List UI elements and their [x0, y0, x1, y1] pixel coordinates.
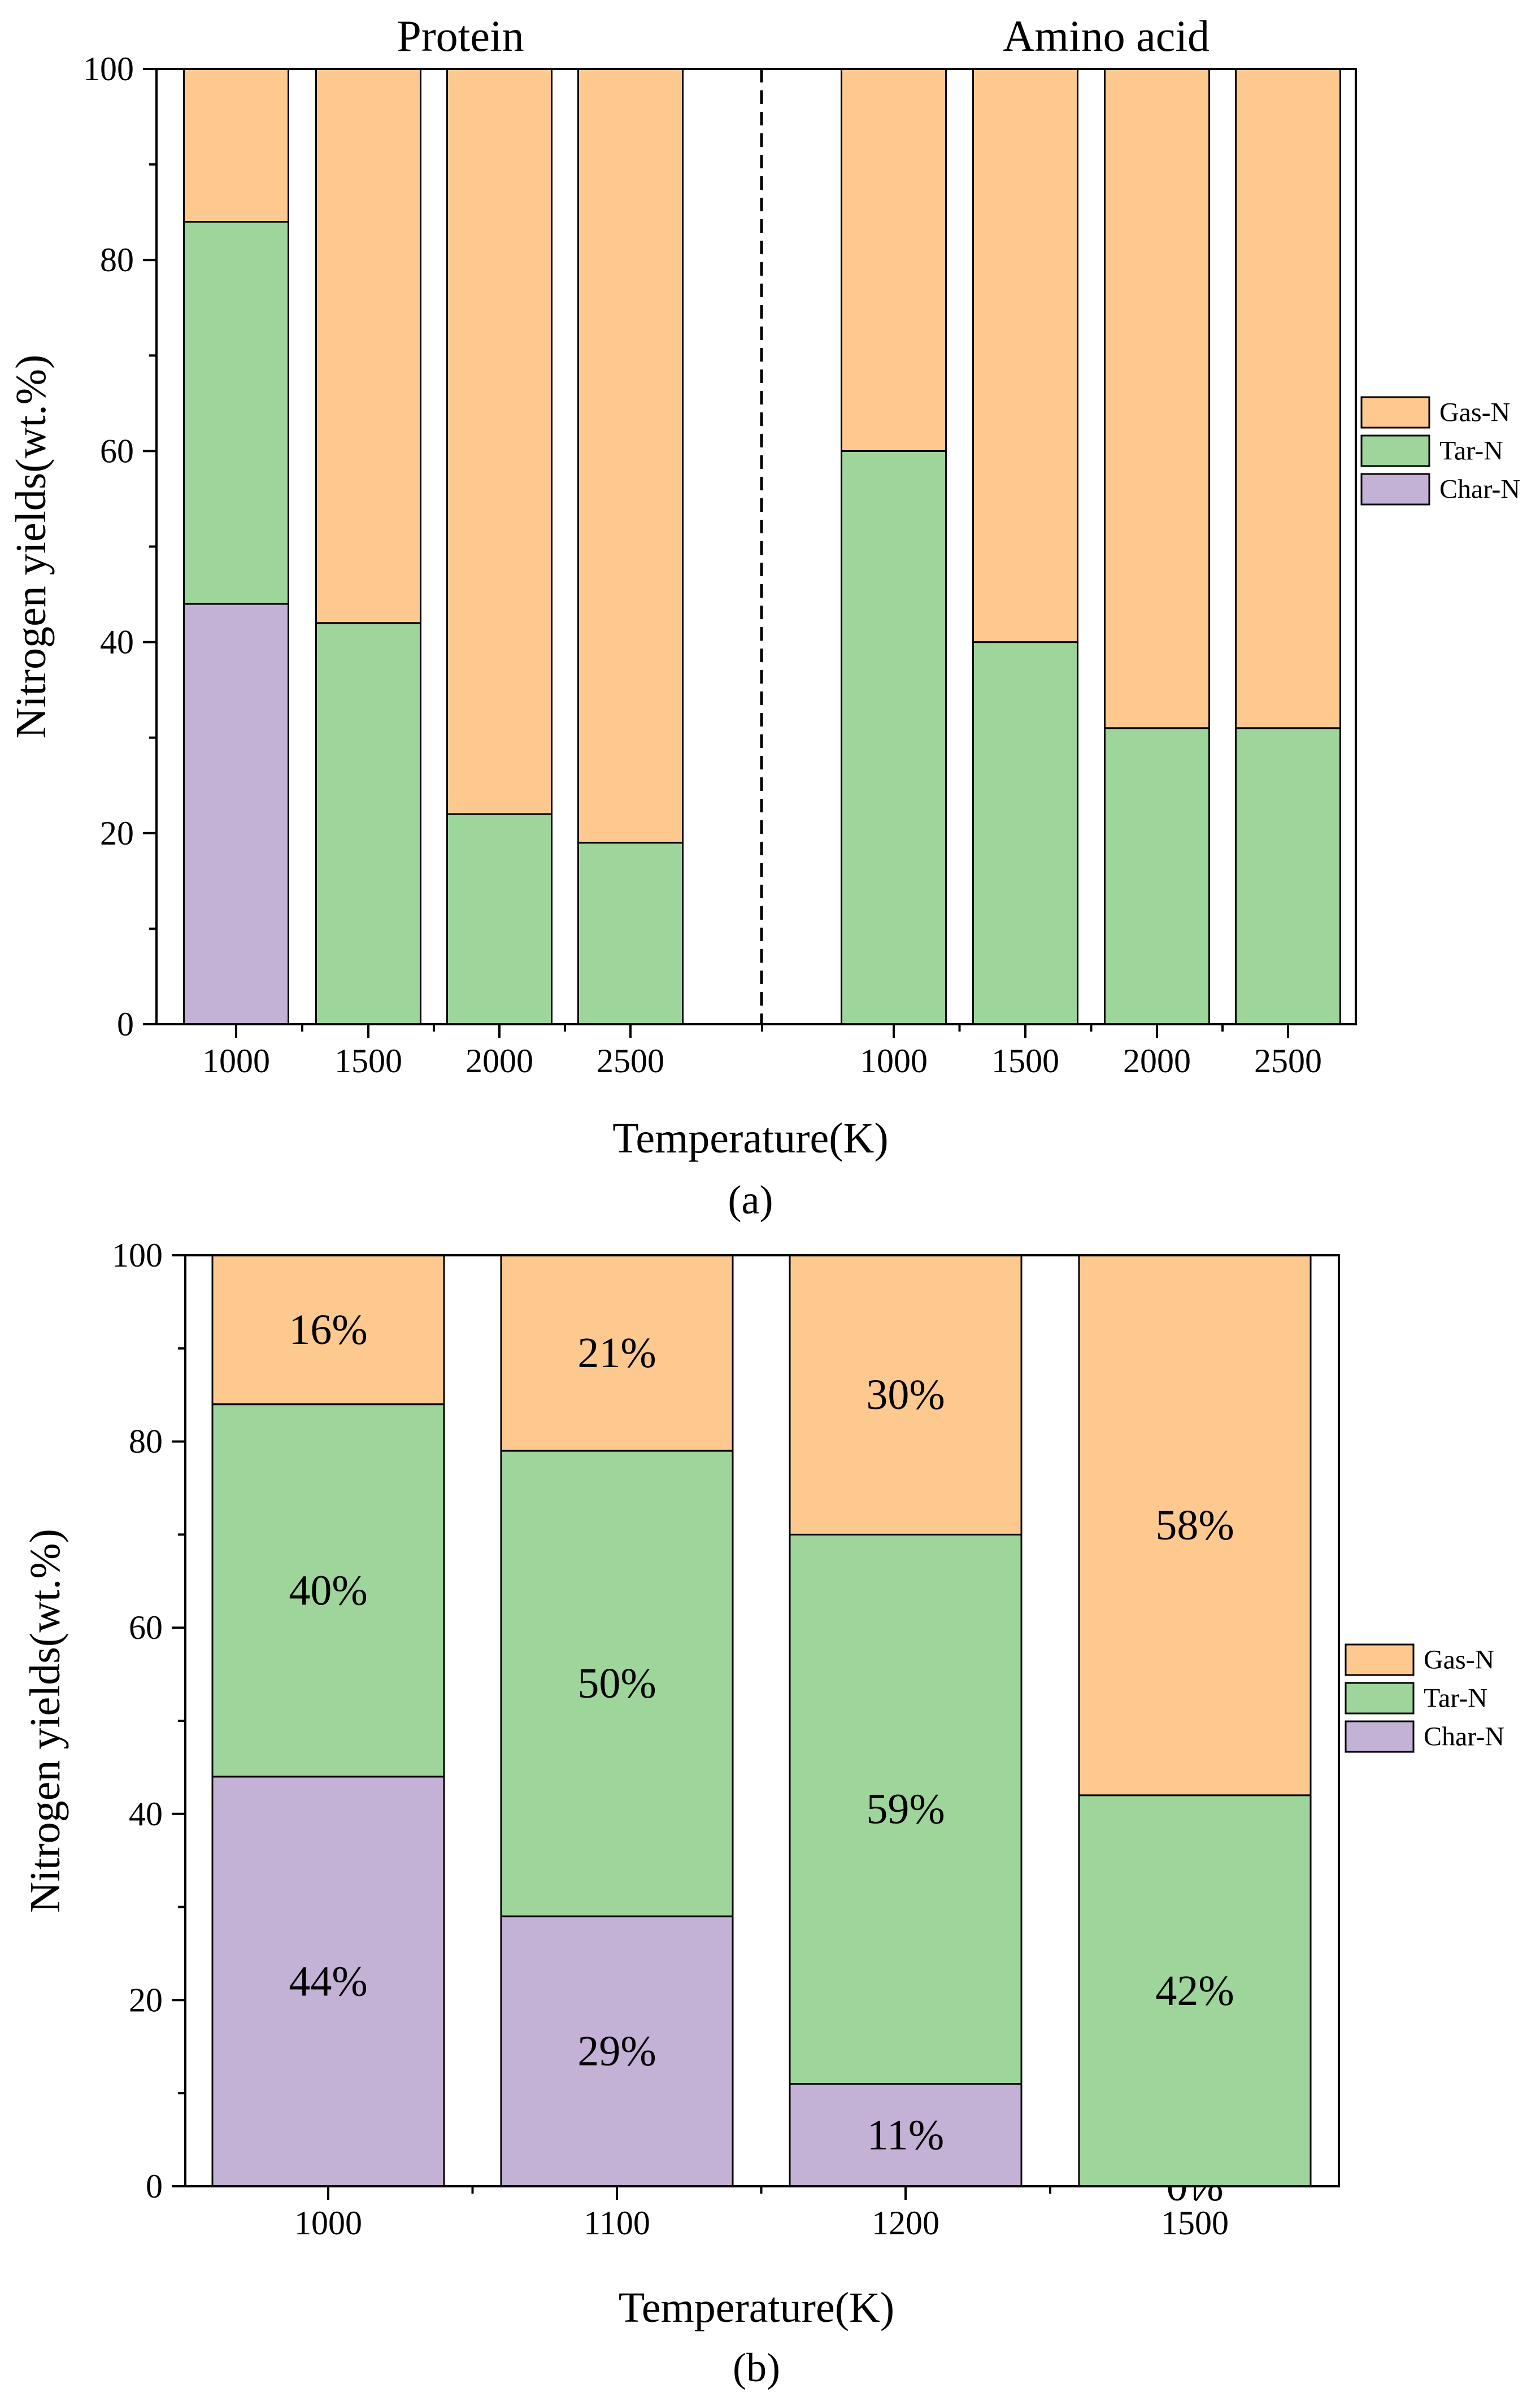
p2-data-label-tar-n-1: 40% [289, 1567, 367, 1614]
p2-panel-label: (b) [733, 2345, 780, 2390]
p2-y-tick-label-100: 100 [112, 1237, 163, 1274]
p1-y-tick-label-0: 0 [117, 1006, 134, 1043]
p1-panel-label: (a) [728, 1177, 773, 1223]
p1-bar-gas-n-7 [1104, 68, 1210, 729]
p2-bar-gas-n-1 [211, 1254, 445, 1406]
p2-data-label-tar-n-3: 59% [866, 1786, 945, 1833]
p1-legend-swatch-gas-n [1360, 396, 1430, 429]
p1-y-axis-label: Nitrogen yields(wt.%) [7, 355, 55, 739]
p1-bar-tar-n-2 [315, 622, 421, 1025]
p2-x-tick-label-4: 1500 [1161, 2204, 1229, 2242]
p2-x-tick-label-2: 1100 [584, 2204, 650, 2242]
p2-x-axis-label: Temperature(K) [619, 2284, 894, 2331]
p2-legend-swatch-tar-n [1345, 1682, 1415, 1715]
p1-bar-char-n-1 [183, 603, 289, 1025]
p1-x-axis-label: Temperature(K) [612, 1115, 888, 1162]
p2-legend-label-gas-n: Gas-N [1424, 1645, 1494, 1675]
p2-legend-label-char-n: Char-N [1424, 1722, 1504, 1752]
p1-bar-gas-n-8 [1235, 68, 1341, 729]
p2-data-label-char-n-2: 29% [577, 2028, 656, 2075]
p2-bar-gas-n-4 [1078, 1254, 1312, 1796]
p1-bar-gas-n-3 [446, 68, 553, 815]
p1-bar-gas-n-6 [972, 68, 1078, 643]
p2-y-tick-label-40: 40 [129, 1795, 163, 1833]
p1-bar-tar-n-7 [1104, 727, 1210, 1025]
p2-legend-swatch-char-n [1345, 1720, 1415, 1753]
p1-x-tick-label-8: 2500 [1254, 1042, 1322, 1080]
p1-bar-tar-n-6 [972, 641, 1078, 1025]
p1-bar-gas-n-4 [577, 68, 684, 844]
p1-x-tick-label-3: 2000 [466, 1042, 533, 1080]
p1-bar-tar-n-4 [577, 842, 684, 1025]
p1-x-tick-label-5: 1000 [860, 1042, 928, 1080]
p1-legend-label-char-n: Char-N [1439, 475, 1520, 504]
p2-y-tick-label-0: 0 [146, 2168, 163, 2205]
p2-bar-char-n-2 [500, 1915, 734, 2187]
p1-legend-swatch-char-n [1360, 473, 1430, 506]
p2-bar-tar-n-1 [211, 1403, 445, 1778]
p2-data-label-gas-n-2: 21% [577, 1329, 656, 1377]
p1-group-label-2: Amino acid [1003, 11, 1210, 60]
p2-x-tick-label-1: 1000 [294, 2204, 362, 2242]
p2-data-label-tar-n-2: 50% [577, 1660, 656, 1707]
p2-bar-char-n-1 [211, 1776, 445, 2187]
p1-y-tick-label-100: 100 [83, 50, 134, 88]
p1-legend-label-gas-n: Gas-N [1439, 398, 1510, 428]
p2-data-label-char-n-3: 11% [867, 2111, 945, 2159]
p2-y-tick-label-60: 60 [129, 1609, 163, 1646]
p1-bar-tar-n-8 [1235, 727, 1341, 1025]
p1-bar-tar-n-3 [446, 813, 553, 1025]
p1-legend-label-tar-n: Tar-N [1439, 436, 1503, 466]
p1-legend-swatch-tar-n [1360, 434, 1430, 467]
p1-y-tick-label-60: 60 [100, 432, 134, 469]
p2-y-tick-label-20: 20 [129, 1981, 163, 2018]
p2-data-label-tar-n-4: 42% [1155, 1967, 1234, 2015]
p1-bar-gas-n-1 [183, 68, 289, 223]
p1-y-tick-label-40: 40 [100, 624, 134, 661]
p2-bar-tar-n-3 [789, 1533, 1023, 2085]
p1-bar-gas-n-2 [315, 68, 421, 624]
p2-y-axis-label: Nitrogen yields(wt.%) [21, 1529, 69, 1913]
p1-x-tick-label-6: 1500 [991, 1042, 1059, 1080]
p1-y-tick-label-80: 80 [100, 241, 134, 279]
p1-bar-tar-n-1 [183, 221, 289, 605]
p2-legend-label-tar-n: Tar-N [1424, 1683, 1487, 1713]
p2-data-label-gas-n-1: 16% [289, 1306, 367, 1354]
p2-data-label-gas-n-3: 30% [866, 1371, 945, 1419]
p2-y-tick-label-80: 80 [129, 1423, 163, 1460]
p1-y-tick-label-20: 20 [100, 815, 134, 852]
p2-bar-char-n-3 [789, 2083, 1023, 2187]
p1-bar-gas-n-5 [841, 68, 947, 452]
p2-bar-tar-n-2 [500, 1450, 734, 1917]
p2-legend-swatch-gas-n [1345, 1643, 1415, 1676]
p1-x-tick-label-4: 2500 [597, 1042, 664, 1080]
p1-x-tick-label-2: 1500 [334, 1042, 402, 1080]
p2-bar-gas-n-2 [500, 1254, 734, 1452]
p1-group-label-1: Protein [397, 11, 524, 60]
p2-x-tick-label-3: 1200 [872, 2204, 939, 2242]
p2-bar-gas-n-3 [789, 1254, 1023, 1535]
p1-bar-tar-n-5 [841, 450, 947, 1025]
p1-x-tick-label-7: 2000 [1123, 1042, 1191, 1080]
p2-data-label-gas-n-4: 58% [1155, 1502, 1234, 1549]
p2-data-label-char-n-1: 44% [289, 1957, 367, 2005]
p1-x-tick-label-1: 1000 [202, 1042, 270, 1080]
